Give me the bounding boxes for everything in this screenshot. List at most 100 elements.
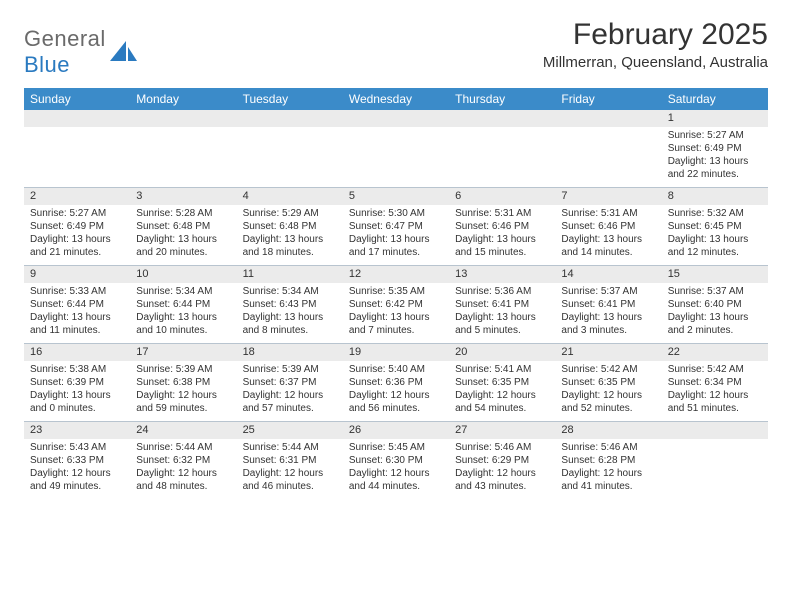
week-row: 16Sunrise: 5:38 AMSunset: 6:39 PMDayligh… xyxy=(24,344,768,422)
day-number: 2 xyxy=(24,188,130,205)
day-cell xyxy=(343,110,449,188)
day-cell xyxy=(130,110,236,188)
sunset-text: Sunset: 6:35 PM xyxy=(455,376,549,389)
sunset-text: Sunset: 6:28 PM xyxy=(561,454,655,467)
daylight-text: Daylight: 13 hours and 21 minutes. xyxy=(30,233,124,259)
sunset-text: Sunset: 6:49 PM xyxy=(30,220,124,233)
daylight-text: Daylight: 12 hours and 41 minutes. xyxy=(561,467,655,493)
daylight-text: Daylight: 13 hours and 15 minutes. xyxy=(455,233,549,259)
day-number: 25 xyxy=(237,422,343,439)
day-details xyxy=(343,127,449,185)
day-cell: 24Sunrise: 5:44 AMSunset: 6:32 PMDayligh… xyxy=(130,422,236,500)
day-details: Sunrise: 5:45 AMSunset: 6:30 PMDaylight:… xyxy=(343,439,449,499)
sunrise-text: Sunrise: 5:41 AM xyxy=(455,363,549,376)
day-details: Sunrise: 5:46 AMSunset: 6:29 PMDaylight:… xyxy=(449,439,555,499)
sunset-text: Sunset: 6:41 PM xyxy=(455,298,549,311)
day-details: Sunrise: 5:29 AMSunset: 6:48 PMDaylight:… xyxy=(237,205,343,265)
day-details xyxy=(662,439,768,497)
day-number: 24 xyxy=(130,422,236,439)
day-cell: 18Sunrise: 5:39 AMSunset: 6:37 PMDayligh… xyxy=(237,344,343,422)
logo-word1: General xyxy=(24,26,106,51)
day-details xyxy=(24,127,130,185)
day-details: Sunrise: 5:33 AMSunset: 6:44 PMDaylight:… xyxy=(24,283,130,343)
sunset-text: Sunset: 6:30 PM xyxy=(349,454,443,467)
sunset-text: Sunset: 6:48 PM xyxy=(136,220,230,233)
day-number: 14 xyxy=(555,266,661,283)
week-row: 2Sunrise: 5:27 AMSunset: 6:49 PMDaylight… xyxy=(24,188,768,266)
sunrise-text: Sunrise: 5:29 AM xyxy=(243,207,337,220)
sunrise-text: Sunrise: 5:31 AM xyxy=(455,207,549,220)
day-details: Sunrise: 5:27 AMSunset: 6:49 PMDaylight:… xyxy=(24,205,130,265)
logo-text: General Blue xyxy=(24,26,106,78)
day-cell: 28Sunrise: 5:46 AMSunset: 6:28 PMDayligh… xyxy=(555,422,661,500)
day-details: Sunrise: 5:37 AMSunset: 6:40 PMDaylight:… xyxy=(662,283,768,343)
col-saturday: Saturday xyxy=(662,88,768,110)
sunrise-text: Sunrise: 5:28 AM xyxy=(136,207,230,220)
day-number: 7 xyxy=(555,188,661,205)
sunset-text: Sunset: 6:37 PM xyxy=(243,376,337,389)
sunrise-text: Sunrise: 5:44 AM xyxy=(243,441,337,454)
daylight-text: Daylight: 12 hours and 44 minutes. xyxy=(349,467,443,493)
day-number xyxy=(662,422,768,439)
location: Millmerran, Queensland, Australia xyxy=(543,54,768,71)
day-details: Sunrise: 5:32 AMSunset: 6:45 PMDaylight:… xyxy=(662,205,768,265)
sunrise-text: Sunrise: 5:33 AM xyxy=(30,285,124,298)
sunrise-text: Sunrise: 5:45 AM xyxy=(349,441,443,454)
sunset-text: Sunset: 6:45 PM xyxy=(668,220,762,233)
logo-word2: Blue xyxy=(24,52,70,77)
sunset-text: Sunset: 6:44 PM xyxy=(30,298,124,311)
day-cell: 23Sunrise: 5:43 AMSunset: 6:33 PMDayligh… xyxy=(24,422,130,500)
day-number: 18 xyxy=(237,344,343,361)
sunrise-text: Sunrise: 5:27 AM xyxy=(30,207,124,220)
day-cell: 26Sunrise: 5:45 AMSunset: 6:30 PMDayligh… xyxy=(343,422,449,500)
sunset-text: Sunset: 6:47 PM xyxy=(349,220,443,233)
day-details: Sunrise: 5:44 AMSunset: 6:32 PMDaylight:… xyxy=(130,439,236,499)
daylight-text: Daylight: 13 hours and 0 minutes. xyxy=(30,389,124,415)
sunset-text: Sunset: 6:33 PM xyxy=(30,454,124,467)
day-details: Sunrise: 5:38 AMSunset: 6:39 PMDaylight:… xyxy=(24,361,130,421)
sunrise-text: Sunrise: 5:44 AM xyxy=(136,441,230,454)
sunset-text: Sunset: 6:29 PM xyxy=(455,454,549,467)
daylight-text: Daylight: 13 hours and 5 minutes. xyxy=(455,311,549,337)
sunrise-text: Sunrise: 5:39 AM xyxy=(136,363,230,376)
day-details: Sunrise: 5:30 AMSunset: 6:47 PMDaylight:… xyxy=(343,205,449,265)
day-details: Sunrise: 5:35 AMSunset: 6:42 PMDaylight:… xyxy=(343,283,449,343)
day-details xyxy=(449,127,555,185)
day-number: 17 xyxy=(130,344,236,361)
sunset-text: Sunset: 6:35 PM xyxy=(561,376,655,389)
col-monday: Monday xyxy=(130,88,236,110)
daylight-text: Daylight: 13 hours and 10 minutes. xyxy=(136,311,230,337)
day-number: 6 xyxy=(449,188,555,205)
day-cell: 10Sunrise: 5:34 AMSunset: 6:44 PMDayligh… xyxy=(130,266,236,344)
day-details: Sunrise: 5:31 AMSunset: 6:46 PMDaylight:… xyxy=(555,205,661,265)
day-cell xyxy=(662,422,768,500)
day-number: 3 xyxy=(130,188,236,205)
day-number: 8 xyxy=(662,188,768,205)
day-cell: 14Sunrise: 5:37 AMSunset: 6:41 PMDayligh… xyxy=(555,266,661,344)
day-details: Sunrise: 5:42 AMSunset: 6:34 PMDaylight:… xyxy=(662,361,768,421)
day-details: Sunrise: 5:46 AMSunset: 6:28 PMDaylight:… xyxy=(555,439,661,499)
day-cell: 27Sunrise: 5:46 AMSunset: 6:29 PMDayligh… xyxy=(449,422,555,500)
day-details: Sunrise: 5:40 AMSunset: 6:36 PMDaylight:… xyxy=(343,361,449,421)
sunset-text: Sunset: 6:39 PM xyxy=(30,376,124,389)
day-cell xyxy=(449,110,555,188)
daylight-text: Daylight: 12 hours and 54 minutes. xyxy=(455,389,549,415)
day-header-row: Sunday Monday Tuesday Wednesday Thursday… xyxy=(24,88,768,110)
sunrise-text: Sunrise: 5:46 AM xyxy=(455,441,549,454)
day-number: 15 xyxy=(662,266,768,283)
sunrise-text: Sunrise: 5:32 AM xyxy=(668,207,762,220)
title-block: February 2025 Millmerran, Queensland, Au… xyxy=(543,18,768,71)
week-row: 9Sunrise: 5:33 AMSunset: 6:44 PMDaylight… xyxy=(24,266,768,344)
daylight-text: Daylight: 12 hours and 52 minutes. xyxy=(561,389,655,415)
sunrise-text: Sunrise: 5:42 AM xyxy=(668,363,762,376)
day-cell: 4Sunrise: 5:29 AMSunset: 6:48 PMDaylight… xyxy=(237,188,343,266)
day-cell xyxy=(24,110,130,188)
daylight-text: Daylight: 13 hours and 18 minutes. xyxy=(243,233,337,259)
daylight-text: Daylight: 12 hours and 57 minutes. xyxy=(243,389,337,415)
daylight-text: Daylight: 13 hours and 17 minutes. xyxy=(349,233,443,259)
logo-sail-icon xyxy=(110,41,138,63)
day-number: 16 xyxy=(24,344,130,361)
day-number xyxy=(24,110,130,127)
day-number: 26 xyxy=(343,422,449,439)
sunrise-text: Sunrise: 5:31 AM xyxy=(561,207,655,220)
